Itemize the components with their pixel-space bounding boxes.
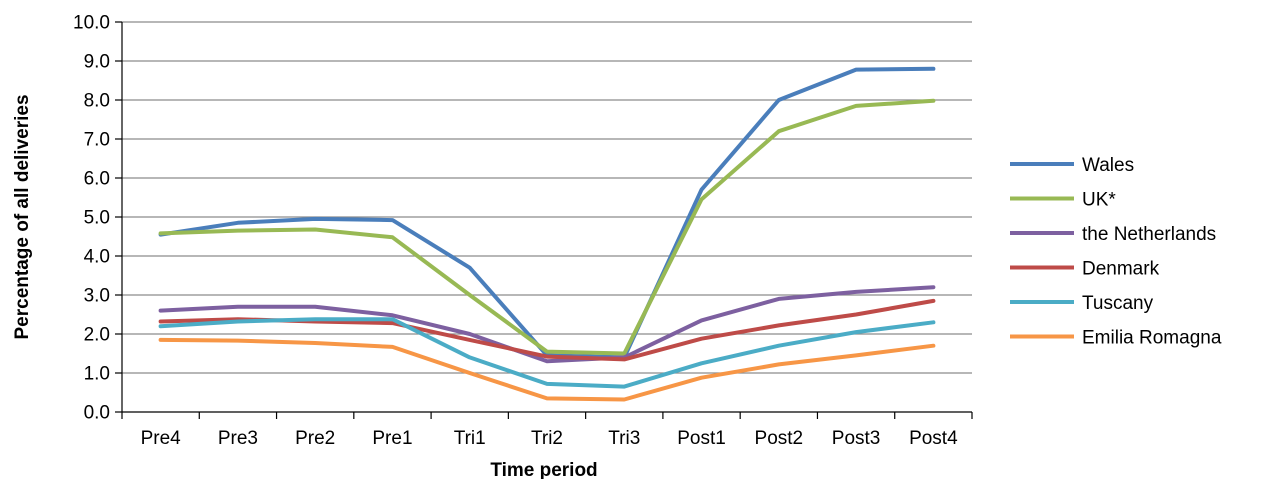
legend-label-tuscany: Tuscany <box>1082 293 1154 314</box>
y-tick-label: 10.0 <box>73 13 110 34</box>
axes <box>115 21 973 419</box>
y-tick-label: 2.0 <box>84 325 110 346</box>
x-tick-label: Post4 <box>909 428 958 449</box>
x-tick-label: Pre1 <box>372 428 412 449</box>
series-line-emilia-romagna <box>158 337 936 402</box>
x-tick-label: Tri3 <box>608 428 640 449</box>
legend-label-denmark: Denmark <box>1082 259 1160 280</box>
x-tick-label: Pre4 <box>141 428 182 449</box>
y-tick-label: 4.0 <box>84 247 110 268</box>
x-tick-label: Post2 <box>755 428 804 449</box>
x-tick-label: Pre2 <box>295 428 335 449</box>
x-tick-label: Pre3 <box>218 428 258 449</box>
y-tick-label: 1.0 <box>84 364 110 385</box>
legend-label-emilia-romagna: Emilia Romagna <box>1082 328 1222 349</box>
x-tick-labels: Pre4 Pre3 Pre2 Pre1 Tri1 Tri2 Tri3 Post1 Post2 Po… <box>141 428 959 449</box>
x-tick-label: Post1 <box>677 428 726 449</box>
legend: Wales UK* the Netherlands Denmark Tuscany Emi… <box>1010 155 1222 349</box>
legend-label-uk: UK* <box>1082 190 1116 211</box>
legend-label-wales: Wales <box>1082 155 1134 176</box>
y-tick-labels: 0.0 1.0 2.0 3.0 4.0 5.0 6.0 7.0 8.0 9.0 10.0 <box>73 13 110 424</box>
y-tick-label: 9.0 <box>84 52 110 73</box>
gridlines <box>122 21 972 374</box>
x-tick-label: Tri2 <box>531 428 563 449</box>
series-line-the-netherlands <box>158 285 936 364</box>
series-lines <box>158 66 936 402</box>
series-line-uk <box>158 98 936 356</box>
y-tick-label: 7.0 <box>84 130 110 151</box>
y-tick-label: 0.0 <box>84 403 110 424</box>
x-axis-title: Time period <box>490 460 597 479</box>
y-tick-label: 6.0 <box>84 169 110 190</box>
legend-label-the-netherlands: the Netherlands <box>1082 224 1216 245</box>
y-tick-label: 5.0 <box>84 208 110 229</box>
series-line-wales <box>158 66 936 360</box>
y-axis-title: Percentage of all deliveries <box>12 94 33 339</box>
y-tick-label: 8.0 <box>84 91 110 112</box>
x-tick-label: Post3 <box>832 428 881 449</box>
y-tick-label: 3.0 <box>84 286 110 307</box>
series-line-tuscany <box>158 317 936 389</box>
x-tick-label: Tri1 <box>454 428 486 449</box>
